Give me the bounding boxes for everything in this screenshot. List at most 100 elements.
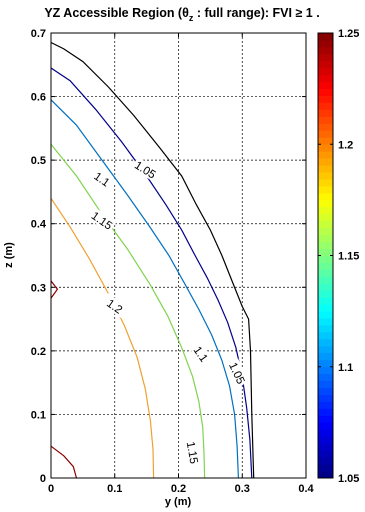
colorbar-tick-label: 1.1	[338, 362, 353, 374]
colorbar-band	[318, 39, 333, 48]
colorbar-band	[318, 450, 333, 458]
colorbar-band	[318, 457, 333, 465]
colorbar-band	[318, 109, 333, 117]
colorbar-band	[318, 297, 333, 305]
colorbar-band	[318, 345, 333, 354]
colorbar-band	[318, 179, 333, 187]
colorbar-band	[318, 471, 333, 479]
x-tick-label: 0.2	[171, 483, 186, 495]
colorbar-band	[318, 311, 333, 319]
colorbar-band	[318, 137, 333, 145]
colorbar-band	[318, 401, 333, 409]
colorbar-band	[318, 116, 333, 124]
x-tick-label: 0.4	[298, 483, 314, 495]
colorbar-tick-label: 1.2	[338, 139, 353, 151]
contour-line	[50, 41, 255, 479]
contour-label-backdrop	[87, 166, 117, 192]
colorbar-band	[318, 359, 333, 368]
y-tick-label: 0.3	[31, 282, 46, 294]
colorbar-band	[318, 95, 333, 103]
y-tick-label: 0.1	[31, 409, 46, 421]
colorbar-band	[318, 325, 333, 333]
colorbar-band	[318, 304, 333, 312]
colorbar-band	[318, 436, 333, 444]
contour-label: 1.15	[184, 441, 200, 465]
contour-label-backdrop	[188, 339, 215, 369]
chart-title-prefix: YZ Accessible Region (θ	[44, 6, 189, 20]
colorbar-band	[318, 206, 333, 215]
x-axis-label: y (m)	[165, 496, 192, 508]
contour-label-backdrop	[100, 293, 130, 319]
colorbar-band	[318, 88, 333, 96]
x-tick-label: 0.1	[107, 483, 122, 495]
y-tick-label: 0.4	[31, 219, 47, 231]
colorbar-band	[318, 53, 333, 62]
colorbar-band	[318, 255, 333, 263]
colorbar-tick-label: 1.05	[338, 473, 359, 485]
colorbar: 1.05 1.1 1.15 1.2 1.25	[317, 28, 359, 485]
colorbar-band	[318, 144, 333, 152]
colorbar-band	[318, 283, 333, 291]
contour-line	[50, 197, 155, 479]
colorbar-band	[318, 213, 333, 222]
colorbar-band	[318, 67, 333, 76]
y-axis-label: z (m)	[3, 242, 15, 268]
colorbar-band	[318, 81, 333, 90]
y-tick-label: 0	[40, 473, 46, 485]
colorbar-band	[318, 60, 333, 69]
colorbar-band	[318, 241, 333, 249]
plot-area: 0 0.1 0.2 0.3 0.400.10.20.30.40.50.60.71.051…	[31, 28, 315, 495]
contour-line	[50, 280, 59, 299]
colorbar-band	[318, 408, 333, 416]
colorbar-band	[318, 366, 333, 375]
plot-frame	[50, 32, 307, 479]
colorbar-band	[318, 443, 333, 451]
colorbar-band	[318, 380, 333, 389]
x-tick-label: 0.3	[235, 483, 250, 495]
colorbar-band	[318, 220, 333, 229]
colorbar-band	[318, 352, 333, 361]
colorbar-band	[318, 33, 333, 41]
colorbar-band	[318, 165, 333, 173]
contour-label-backdrop	[184, 438, 202, 467]
x-tick-label: 0	[48, 483, 54, 495]
colorbar-band	[318, 234, 333, 242]
colorbar-band	[318, 276, 333, 284]
contour-label-backdrop	[131, 156, 161, 182]
colorbar-band	[318, 123, 333, 131]
colorbar-tick-label: 1.25	[338, 28, 359, 40]
colorbar-band	[318, 74, 333, 83]
colorbar-band	[318, 185, 333, 194]
colorbar-band	[318, 158, 333, 166]
y-tick-label: 0.7	[31, 28, 46, 40]
contour-label-backdrop	[87, 207, 117, 233]
colorbar-tick-label: 1.15	[338, 251, 359, 263]
y-tick-label: 0.5	[31, 155, 46, 167]
colorbar-band	[318, 318, 333, 326]
colorbar-band	[318, 130, 333, 138]
plot-background	[51, 33, 306, 478]
contour-line	[50, 445, 78, 479]
colorbar-band	[318, 269, 333, 277]
contour-line	[50, 67, 253, 479]
y-tick-label: 0.6	[31, 92, 46, 104]
chart-title-suffix: : full range): FVI ≥ 1 .	[193, 6, 319, 20]
colorbar-band	[318, 415, 333, 423]
colorbar-band	[318, 338, 333, 347]
chart-title: YZ Accessible Region (θz : full range): …	[44, 6, 319, 23]
colorbar-band	[318, 227, 333, 236]
colorbar-band	[318, 199, 333, 208]
colorbar-band	[318, 46, 333, 55]
colorbar-band	[318, 262, 333, 270]
colorbar-band	[318, 464, 333, 472]
colorbar-band	[318, 387, 333, 395]
contour-line	[50, 99, 239, 479]
colorbar-band	[318, 192, 333, 201]
colorbar-band	[318, 151, 333, 159]
colorbar-band	[318, 422, 333, 430]
colorbar-band	[318, 429, 333, 437]
contour-label-backdrop	[226, 358, 249, 388]
colorbar-band	[318, 373, 333, 382]
colorbar-band	[318, 290, 333, 298]
